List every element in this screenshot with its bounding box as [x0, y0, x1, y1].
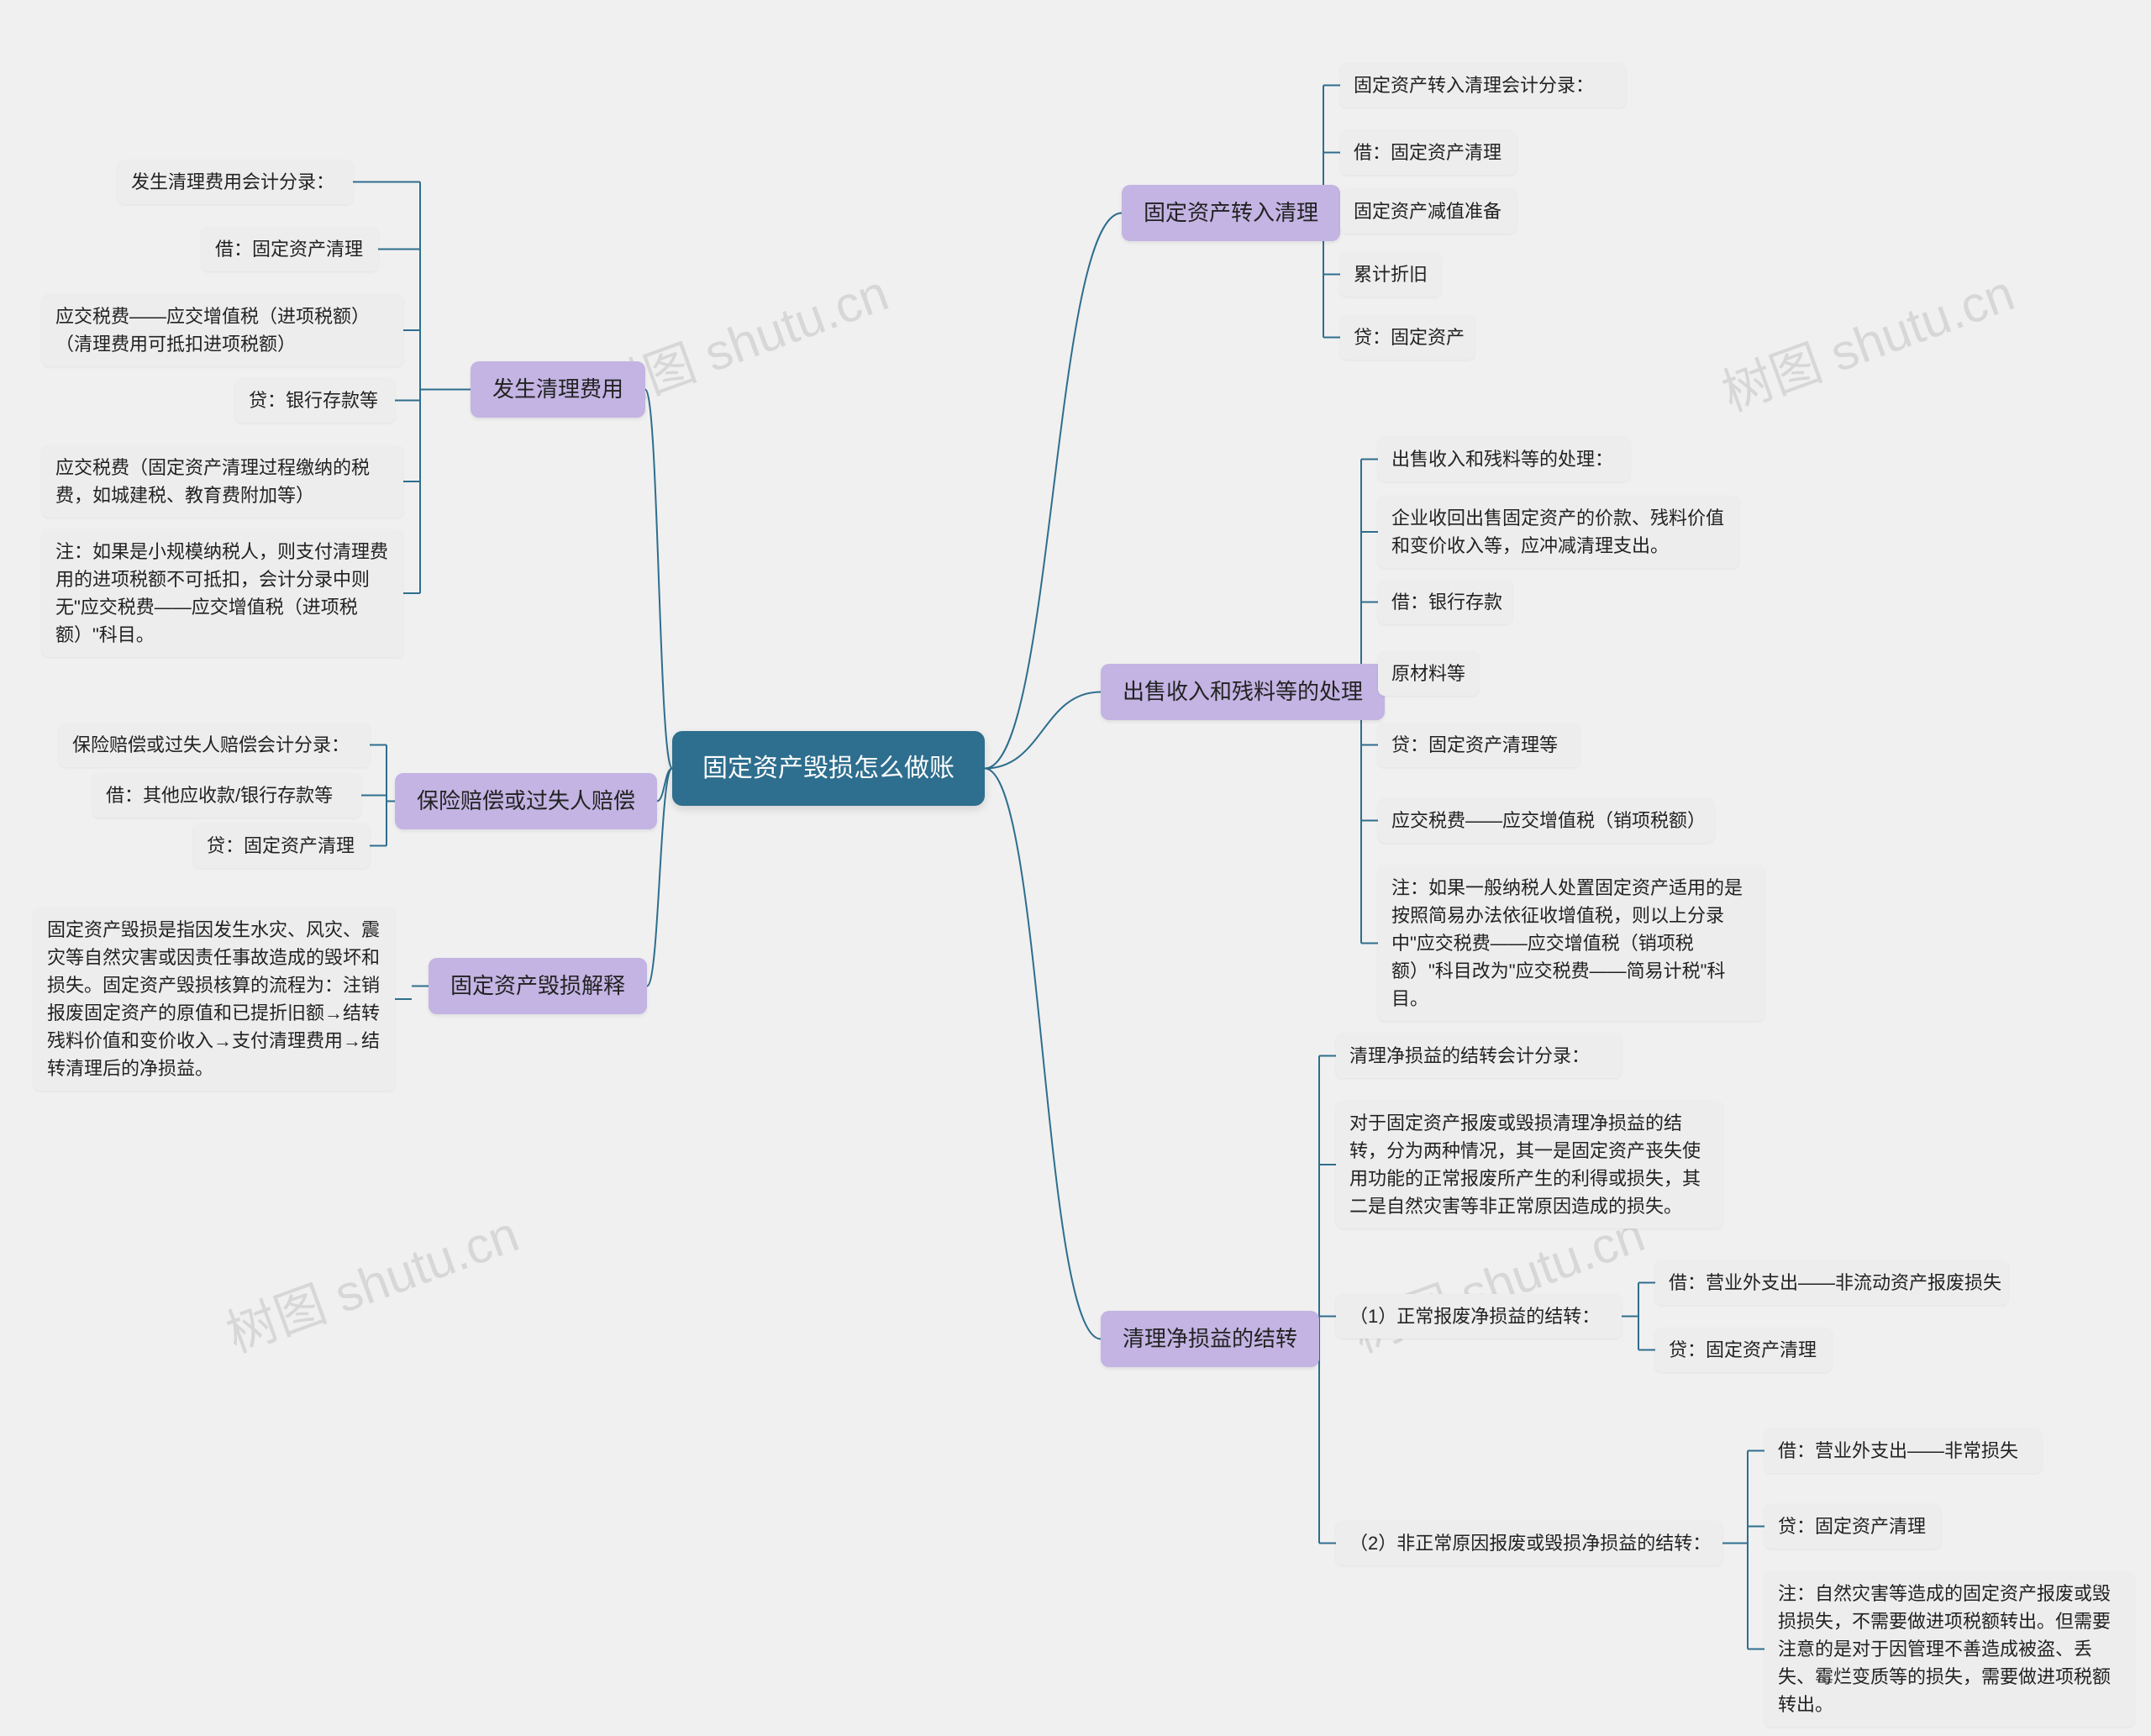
leaf-node: 固定资产毁损是指因发生水灾、风灾、震灾等自然灾害或因责任事故造成的毁坏和损失。固…: [34, 907, 395, 1091]
edge: [985, 769, 1101, 1339]
leaf-node: 注：如果一般纳税人处置固定资产适用的是按照简易办法依征收增值税，则以上分录中"应…: [1378, 865, 1764, 1021]
leaf-node: 出售收入和残料等的处理：: [1378, 437, 1630, 481]
leaf-node: 贷：固定资产清理: [1655, 1328, 1832, 1372]
leaf-node: 保险赔偿或过失人赔偿会计分录：: [59, 723, 370, 767]
leaf-node: 固定资产减值准备: [1340, 189, 1517, 234]
leaf-node: 贷：银行存款等: [235, 378, 395, 423]
leaf-node: 清理净损益的结转会计分录：: [1336, 1034, 1622, 1078]
edge: [645, 390, 672, 769]
leaf-node: 累计折旧: [1340, 252, 1441, 297]
mindmap-canvas: 固定资产毁损怎么做账树图 shutu.cn树图 shutu.cn树图 shutu…: [0, 0, 2151, 1736]
leaf-node: 借：固定资产清理: [1340, 130, 1517, 175]
leaf-node: 贷：固定资产清理等: [1378, 723, 1580, 767]
branch-node: 保险赔偿或过失人赔偿: [395, 773, 657, 829]
leaf-node: 贷：固定资产清理: [193, 823, 370, 868]
leaf-node: 固定资产转入清理会计分录：: [1340, 63, 1626, 108]
center-node: 固定资产毁损怎么做账: [672, 731, 985, 806]
branch-node: 清理净损益的结转: [1101, 1311, 1319, 1367]
leaf-node: 注：自然灾害等造成的固定资产报废或毁损损失，不需要做进项税额转出。但需要注意的是…: [1764, 1571, 2134, 1727]
leaf-node: 应交税费——应交增值税（进项税额）（清理费用可抵扣进项税额）: [42, 294, 403, 366]
branch-node: 固定资产转入清理: [1122, 185, 1340, 241]
leaf-node: 借：营业外支出——非常损失: [1764, 1428, 2042, 1473]
leaf-node: 贷：固定资产清理: [1764, 1504, 1941, 1549]
leaf-node: 注：如果是小规模纳税人，则支付清理费用的进项税额不可抵扣，会计分录中则无"应交税…: [42, 529, 403, 657]
leaf-node: 借：营业外支出——非流动资产报废损失: [1655, 1260, 2008, 1305]
branch-node: 出售收入和残料等的处理: [1101, 664, 1385, 720]
leaf-node: （2）非正常原因报废或毁损净损益的结转：: [1336, 1521, 1722, 1565]
leaf-node: 借：其他应收款/银行存款等: [92, 773, 361, 818]
leaf-node: 企业收回出售固定资产的价款、残料价值和变价收入等，应冲减清理支出。: [1378, 496, 1739, 568]
leaf-node: 应交税费——应交增值税（销项税额）: [1378, 798, 1714, 843]
leaf-node: （1）正常报废净损益的结转：: [1336, 1294, 1622, 1339]
leaf-node: 借：固定资产清理: [202, 227, 378, 271]
leaf-node: 对于固定资产报废或毁损清理净损益的结转，分为两种情况，其一是固定资产丧失使用功能…: [1336, 1101, 1722, 1228]
leaf-node: 贷：固定资产: [1340, 315, 1475, 360]
leaf-node: 原材料等: [1378, 651, 1479, 696]
leaf-node: 借：银行存款: [1378, 580, 1512, 624]
leaf-node: 应交税费（固定资产清理过程缴纳的税费，如城建税、教育费附加等）: [42, 445, 403, 518]
edge: [985, 692, 1101, 769]
leaf-node: 发生清理费用会计分录：: [118, 160, 353, 204]
branch-node: 发生清理费用: [471, 361, 645, 418]
branch-node: 固定资产毁损解释: [429, 958, 647, 1014]
